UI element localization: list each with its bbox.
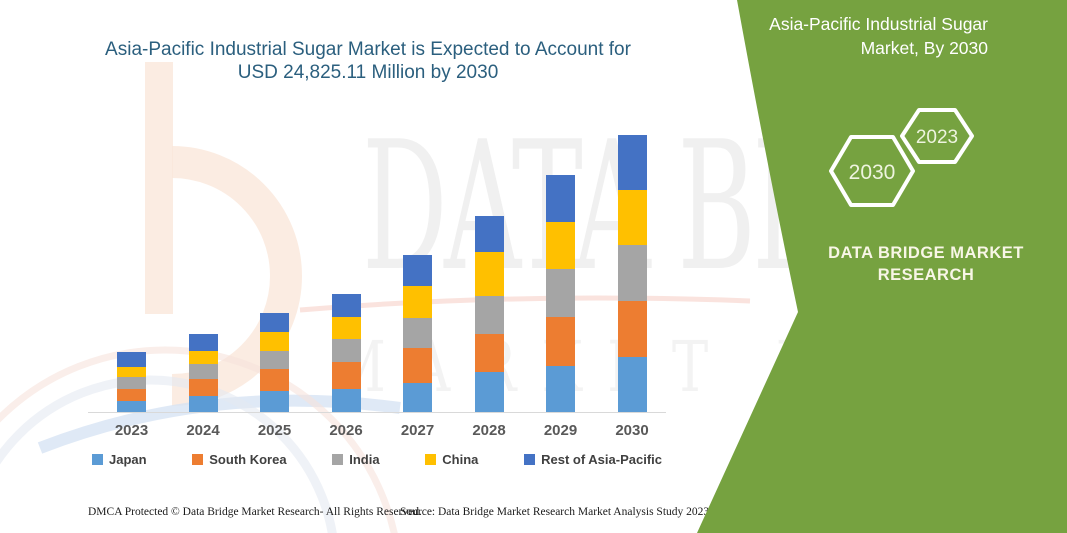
side-panel-title-line2: Market, By 2030: [860, 38, 988, 58]
bar-segment-china-2028: [474, 252, 504, 296]
bar-2030: [617, 135, 647, 412]
chart-headline: Asia-Pacific Industrial Sugar Market is …: [68, 38, 668, 84]
bar-segment-china-2029: [546, 222, 575, 269]
side-panel-title-line1: Asia-Pacific Industrial Sugar: [769, 14, 988, 34]
legend-item-china: China: [425, 452, 478, 467]
bar-segment-china-2030: [617, 190, 647, 245]
legend-swatch-rest-of-asia-pacific: [524, 454, 536, 465]
x-axis-label-2028: 2028: [472, 422, 506, 439]
footer-source-text: Source: Data Bridge Market Research Mark…: [400, 506, 710, 518]
bar-segment-south-korea-2028: [474, 334, 504, 372]
legend-swatch-china: [425, 454, 437, 465]
bar-segment-japan-2030: [617, 357, 647, 412]
bar-2029: [546, 175, 575, 412]
bar-segment-japan-2027: [403, 383, 432, 412]
legend-label-china: China: [442, 452, 479, 467]
bar-segment-japan-2029: [546, 366, 575, 412]
hexagon-2023-label: 2023: [916, 127, 958, 148]
legend-label-rest-of-asia-pacific: Rest of Asia-Pacific: [541, 452, 662, 467]
bar-segment-india-2030: [617, 245, 647, 301]
bar-segment-japan-2028: [474, 372, 504, 412]
bar-segment-south-korea-2027: [403, 348, 432, 383]
bar-segment-india-2027: [403, 318, 432, 348]
side-panel-title: Asia-Pacific Industrial Sugar Market, By…: [738, 12, 988, 60]
legend-item-rest-of-asia-pacific: Rest of Asia-Pacific: [524, 452, 662, 467]
bar-segment-china-2026: [331, 317, 361, 339]
bar-segment-rest-of-asia-pacific-2029: [546, 175, 575, 222]
x-axis-label-2029: 2029: [543, 422, 578, 439]
hexagon-2023: 2023: [900, 108, 974, 164]
chart-headline-line1: Asia-Pacific Industrial Sugar Market is …: [105, 39, 631, 60]
hexagon-2030: 2030: [829, 135, 915, 207]
brand-name-line2: RESEARCH: [877, 266, 975, 284]
x-axis-label-2027: 2027: [400, 422, 435, 439]
bar-2028: [474, 216, 504, 412]
brand-name: DATA BRIDGE MARKET RESEARCH: [828, 242, 1024, 286]
brand-name-line1: DATA BRIDGE MARKET: [828, 244, 1024, 262]
chart-headline-line2: USD 24,825.11 Million by 2030: [237, 62, 499, 83]
bar-segment-rest-of-asia-pacific-2030: [617, 135, 647, 190]
bar-segment-rest-of-asia-pacific-2027: [403, 255, 432, 286]
x-axis-label-2030: 2030: [615, 422, 649, 439]
bar-segment-rest-of-asia-pacific-2028: [474, 216, 504, 252]
hexagon-2030-label: 2030: [849, 161, 896, 184]
bar-segment-south-korea-2029: [546, 317, 575, 366]
